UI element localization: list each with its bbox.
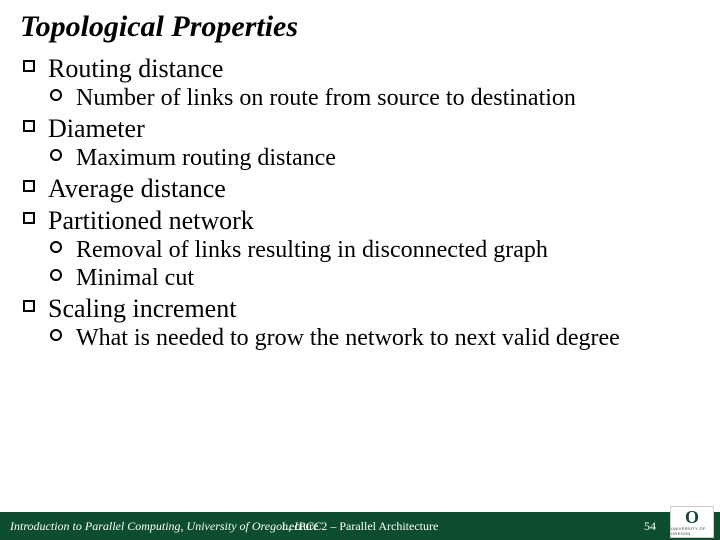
list-item: Partitioned network: [20, 206, 700, 236]
list-subitem-label: What is needed to grow the network to ne…: [76, 325, 620, 351]
list-item: Routing distance: [20, 54, 700, 84]
slide-content: Topological Properties Routing distance …: [0, 0, 720, 512]
circle-bullet-icon: [50, 269, 62, 281]
square-bullet-icon: [23, 60, 35, 72]
slide: Topological Properties Routing distance …: [0, 0, 720, 540]
square-bullet-icon: [23, 180, 35, 192]
logo-subtext: UNIVERSITY OF OREGON: [671, 526, 713, 536]
circle-bullet-icon: [50, 149, 62, 161]
slide-footer: Introduction to Parallel Computing, Univ…: [0, 512, 720, 540]
list-subitem: What is needed to grow the network to ne…: [20, 325, 700, 352]
list-item: Scaling increment: [20, 294, 700, 324]
list-item-label: Partitioned network: [48, 206, 254, 235]
list-subitem: Number of links on route from source to …: [20, 85, 700, 112]
list-subitem-label: Number of links on route from source to …: [76, 85, 576, 111]
list-subitem: Removal of links resulting in disconnect…: [20, 237, 700, 264]
list-item-label: Scaling increment: [48, 294, 236, 323]
list-subitem: Minimal cut: [20, 265, 700, 292]
circle-bullet-icon: [50, 329, 62, 341]
square-bullet-icon: [23, 212, 35, 224]
footer-left-text: Introduction to Parallel Computing, Univ…: [10, 519, 321, 534]
list-subitem: Maximum routing distance: [20, 145, 700, 172]
bullet-list: Routing distance Number of links on rout…: [20, 54, 700, 352]
list-subitem-label: Maximum routing distance: [76, 145, 336, 171]
logo-o-icon: O: [685, 508, 699, 526]
list-item-label: Diameter: [48, 114, 145, 143]
university-logo: O UNIVERSITY OF OREGON: [670, 506, 714, 538]
square-bullet-icon: [23, 120, 35, 132]
circle-bullet-icon: [50, 89, 62, 101]
list-item-label: Average distance: [48, 174, 226, 203]
list-item: Diameter: [20, 114, 700, 144]
list-item-label: Routing distance: [48, 54, 223, 83]
slide-title: Topological Properties: [20, 10, 700, 44]
square-bullet-icon: [23, 300, 35, 312]
list-subitem-label: Minimal cut: [76, 265, 194, 291]
circle-bullet-icon: [50, 241, 62, 253]
list-item: Average distance: [20, 174, 700, 204]
footer-center-text: Lecture 2 – Parallel Architecture: [282, 519, 439, 534]
list-subitem-label: Removal of links resulting in disconnect…: [76, 237, 548, 263]
